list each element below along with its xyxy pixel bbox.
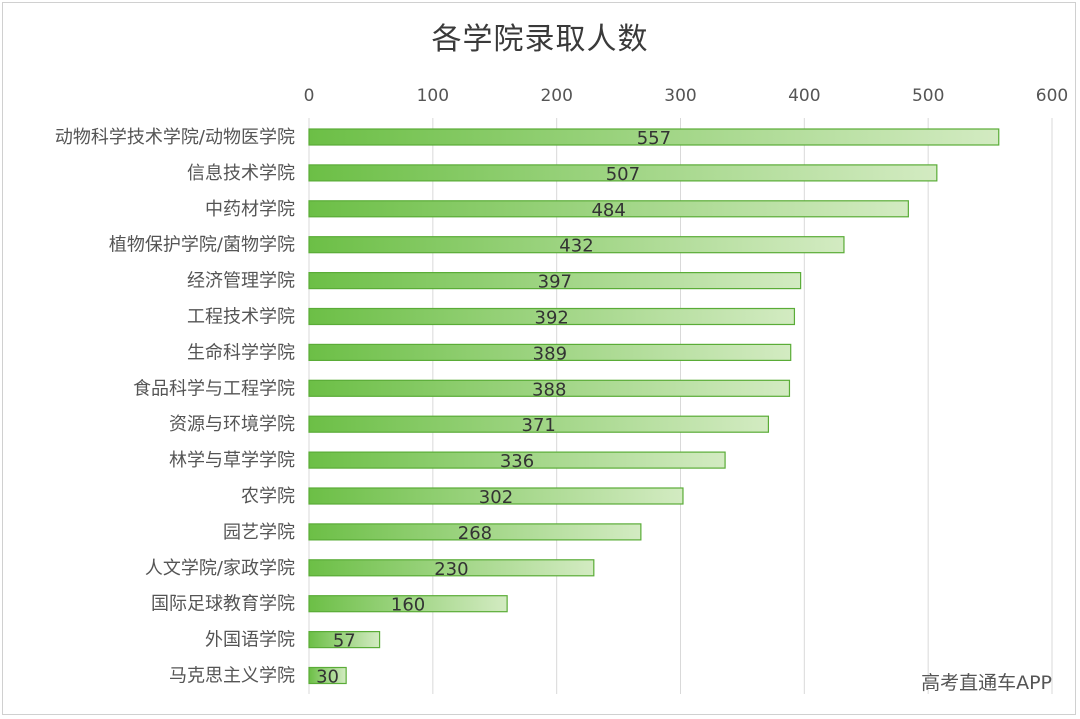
data-label: 268	[458, 523, 492, 544]
category-label: 植物保护学院/菌物学院	[109, 235, 295, 256]
bar	[308, 200, 909, 218]
category-label: 信息技术学院	[187, 163, 295, 184]
x-tick-label: 300	[664, 86, 696, 106]
category-label: 动物科学技术学院/动物医学院	[55, 127, 295, 148]
bar	[308, 666, 347, 685]
data-label: 30	[316, 667, 339, 688]
bar	[308, 164, 938, 182]
bar	[308, 128, 1000, 146]
category-label: 工程技术学院	[187, 307, 295, 328]
category-label: 园艺学院	[223, 522, 295, 543]
data-label: 507	[606, 164, 640, 185]
category-label: 经济管理学院	[187, 271, 295, 292]
bar	[308, 307, 796, 326]
bar	[308, 272, 802, 290]
bar	[308, 451, 726, 469]
x-tick-label: 400	[788, 86, 820, 106]
bar	[308, 487, 684, 505]
data-label: 432	[559, 236, 593, 257]
data-label: 302	[479, 487, 513, 508]
bar	[308, 630, 381, 649]
bar	[308, 343, 792, 361]
x-tick-label: 100	[417, 86, 449, 106]
category-label: 马克思主义学院	[169, 666, 295, 687]
watermark-text: 高考直通车APP	[921, 672, 1052, 694]
bar	[308, 415, 770, 433]
bar	[308, 559, 595, 577]
x-tick-label: 500	[912, 86, 944, 106]
x-tick-label: 600	[1036, 86, 1068, 106]
data-label: 392	[535, 308, 569, 329]
category-label: 资源与环境学院	[169, 414, 295, 435]
data-label: 557	[637, 128, 671, 149]
data-label: 230	[434, 559, 468, 580]
category-label: 国际足球教育学院	[151, 594, 295, 615]
category-label: 林学与草学学院	[169, 450, 295, 471]
category-label: 人文学院/家政学院	[145, 558, 295, 579]
data-label: 484	[591, 200, 625, 221]
data-label: 336	[500, 451, 534, 472]
bar	[308, 523, 642, 541]
category-label: 外国语学院	[205, 630, 295, 651]
bar	[308, 379, 791, 397]
category-label: 中药材学院	[205, 199, 295, 220]
category-label: 生命科学学院	[187, 342, 295, 363]
data-label: 160	[391, 595, 425, 616]
data-label: 57	[333, 631, 356, 652]
category-label: 农学院	[241, 486, 295, 507]
x-tick-label: 0	[304, 86, 315, 106]
data-label: 371	[522, 415, 556, 436]
data-label: 397	[538, 272, 572, 293]
data-label: 388	[532, 379, 566, 400]
category-label: 食品科学与工程学院	[133, 378, 295, 399]
x-tick-label: 200	[540, 86, 572, 106]
bar	[308, 595, 508, 613]
chart-title: 各学院录取人数	[431, 22, 649, 57]
data-label: 389	[533, 343, 567, 364]
bar	[308, 236, 845, 254]
